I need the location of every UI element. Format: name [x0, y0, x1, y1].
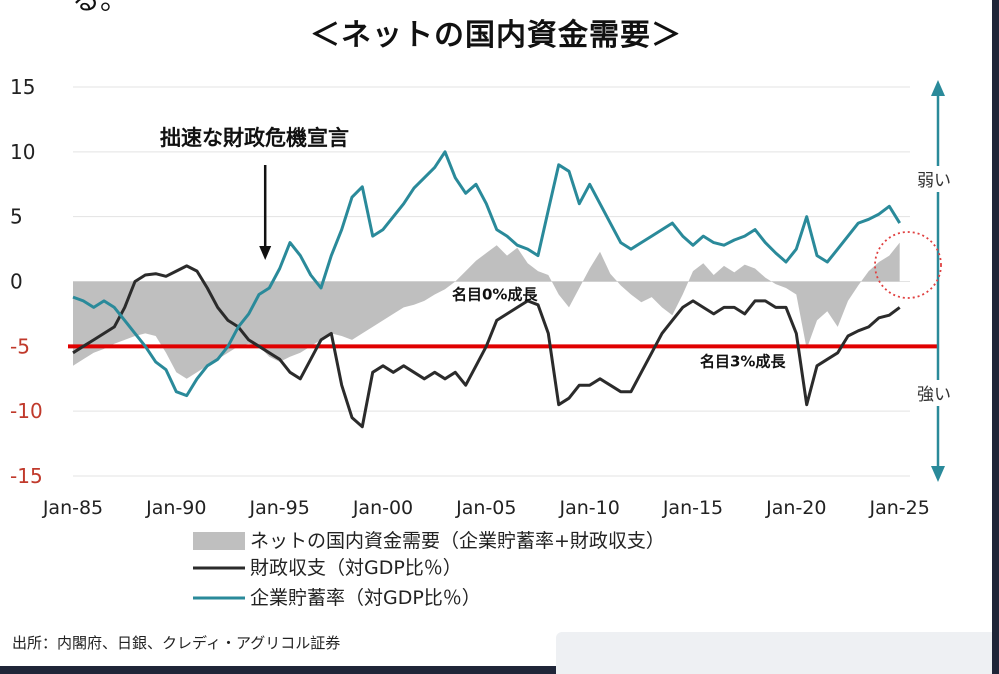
y-tick-label: -5: [10, 334, 30, 358]
x-tick-label: Jan-00: [352, 497, 413, 519]
x-tick-label: Jan-85: [42, 497, 103, 519]
zero-growth-label: 名目0%成長: [452, 286, 538, 304]
y-tick-label: -15: [10, 464, 43, 488]
legend-label-fiscal-balance: 財政収支（対GDP比％）: [250, 557, 462, 579]
x-tick-label: Jan-20: [765, 497, 826, 519]
y-axis-tick-labels: 15 10 5 0 -5 -10 -15: [10, 75, 43, 488]
background-window-edge: [556, 632, 992, 674]
strong-label-background: [914, 380, 962, 406]
recent-period-dotted-circle: [874, 231, 942, 299]
side-arrow-down-head: [931, 466, 945, 482]
arrow-label: 拙速な財政危機宣言: [160, 126, 349, 150]
annotations: 拙速な財政危機宣言 名目0%成長 名目3%成長 弱い 強い: [160, 80, 962, 482]
weak-label-background: [914, 166, 962, 192]
x-tick-label: Jan-90: [145, 497, 206, 519]
chart-title: ＜ネットの国内資金需要＞: [310, 18, 682, 53]
x-tick-label: Jan-95: [249, 497, 310, 519]
legend: ネットの国内資金需要（企業貯蓄率+財政収支） 財政収支（対GDP比％） 企業貯蓄…: [193, 530, 665, 609]
three-percent-growth-label: 名目3%成長: [700, 352, 786, 370]
y-tick-label: -10: [10, 399, 43, 423]
strong-label: 強い: [917, 385, 951, 405]
source-note: 出所：内閣府、日銀、クレディ・アグリコル証券: [12, 634, 341, 652]
series-lines: [72, 150, 901, 429]
weak-label: 弱い: [917, 171, 951, 191]
legend-swatch-net-demand: [193, 532, 245, 550]
corporate-saving-line: [72, 150, 901, 398]
fiscal-balance-line: [72, 264, 901, 429]
y-tick-label: 0: [10, 270, 23, 294]
legend-label-corporate-saving: 企業貯蓄率（対GDP比％）: [250, 587, 481, 609]
y-tick-label: 10: [10, 140, 35, 164]
side-arrow-up-head: [931, 80, 945, 96]
y-tick-label: 5: [10, 205, 23, 229]
previous-text-fragment: る。: [72, 0, 128, 18]
x-tick-label: Jan-05: [455, 497, 516, 519]
x-tick-label: Jan-25: [869, 497, 930, 519]
x-axis-tick-labels: Jan-85 Jan-90 Jan-95 Jan-00 Jan-05 Jan-10 Jan-…: [42, 497, 930, 519]
x-tick-label: Jan-10: [559, 497, 620, 519]
down-arrow-head: [259, 246, 272, 260]
x-tick-label: Jan-15: [662, 497, 723, 519]
y-tick-label: 15: [10, 75, 35, 99]
legend-label-net-demand: ネットの国内資金需要（企業貯蓄率+財政収支）: [250, 530, 665, 552]
